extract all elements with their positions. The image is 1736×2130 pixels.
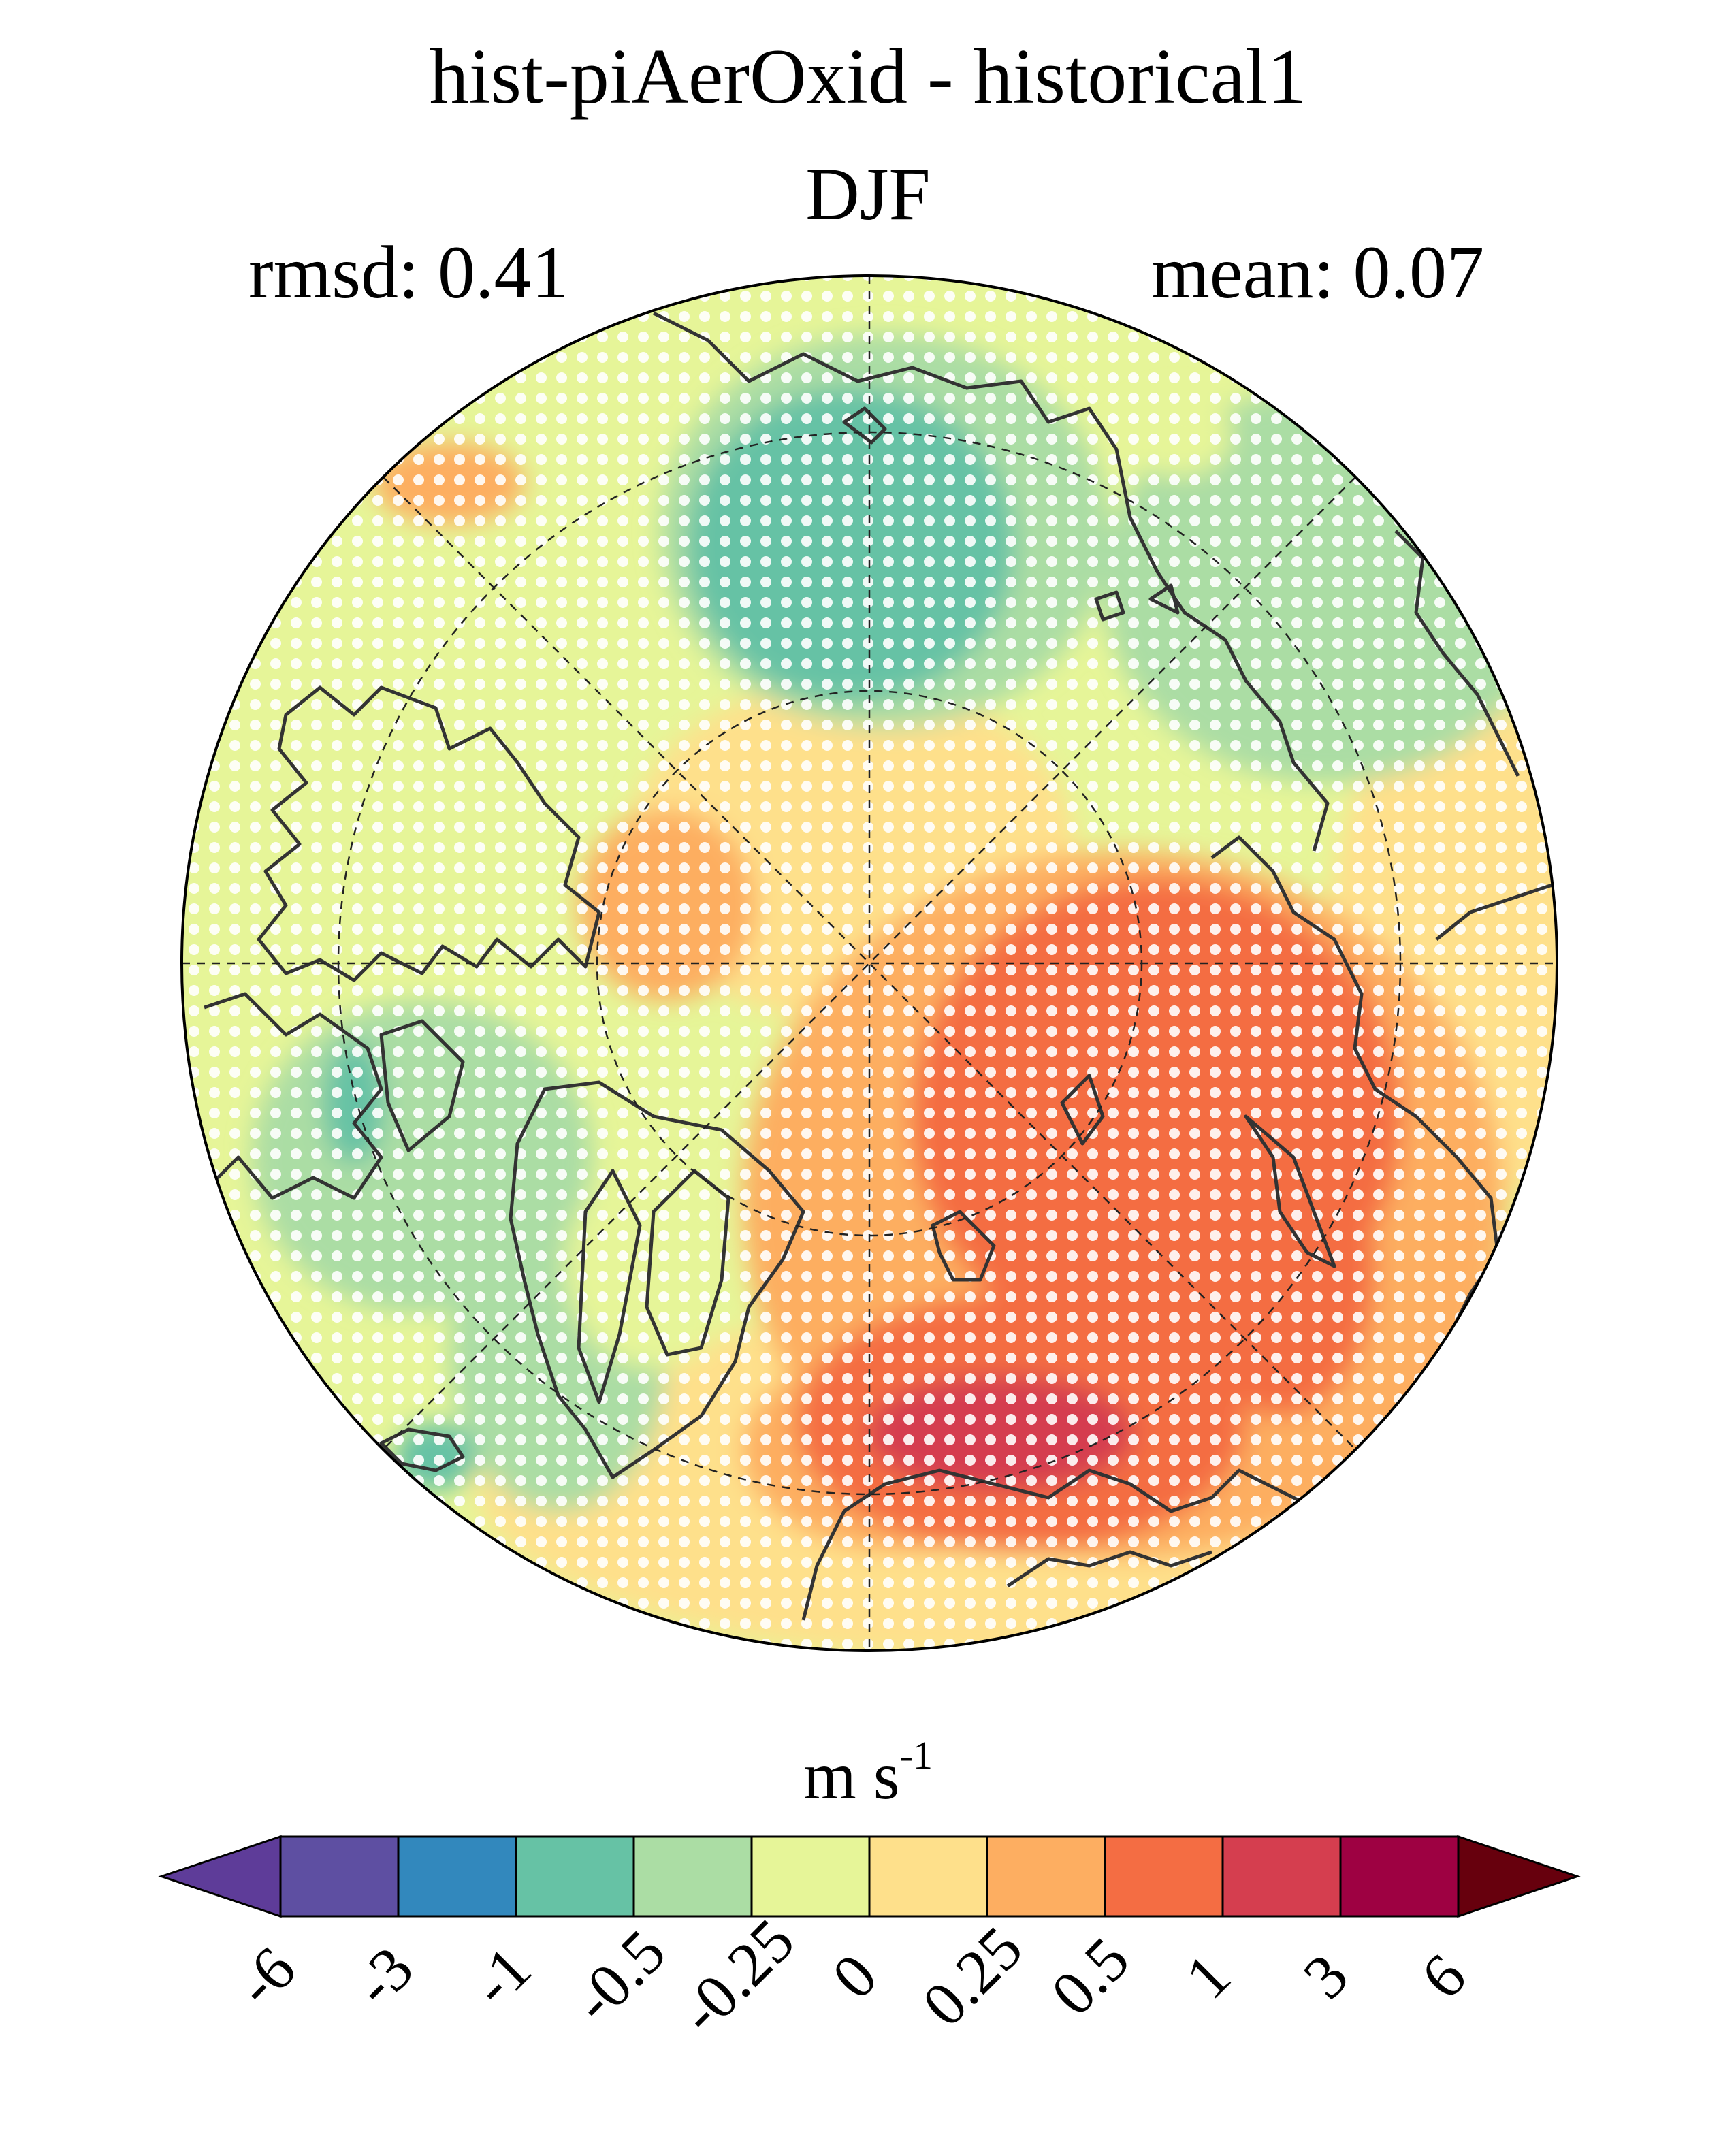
colorbar-tick-label: 3 xyxy=(1290,1941,1362,2012)
coastline-novaya-zemlya xyxy=(1060,1074,1105,1146)
coastline-greenland-ridge xyxy=(577,1169,642,1404)
colorbar-tick-label: 0 xyxy=(819,1941,890,2012)
colorbar-extend-low xyxy=(158,1835,282,1918)
coastline-bering-islands xyxy=(842,406,1180,622)
coastline-kamchatka xyxy=(1394,530,1520,777)
map-border xyxy=(180,274,1558,1652)
colorbar-segment xyxy=(1339,1835,1460,1918)
units-exponent: -1 xyxy=(899,1733,933,1777)
coastline-svalbard xyxy=(931,1210,996,1282)
colorbar-tick-label: 0.5 xyxy=(1038,1924,1142,2028)
colorbar-segment xyxy=(279,1835,400,1918)
colorbar-tick-label: 6 xyxy=(1408,1941,1479,2012)
units-base: m s xyxy=(803,1738,900,1813)
colorbar-segment xyxy=(632,1835,753,1918)
coastline-greenland xyxy=(509,1080,805,1479)
colorbar-segment xyxy=(397,1835,517,1918)
colorbar-tick-label: -0.5 xyxy=(560,1917,679,2036)
coastline-taimyr xyxy=(1244,1114,1336,1268)
season-label: DJF xyxy=(805,152,931,236)
meridian-45-225 xyxy=(383,477,1356,1450)
coastline-hudson-bay xyxy=(379,1019,465,1152)
coastline-canada-mainland xyxy=(204,992,383,1200)
graticule xyxy=(182,276,1557,1651)
colorbar-segment xyxy=(750,1835,871,1918)
colorbar-segment xyxy=(868,1835,988,1918)
coastline-greenland-interior xyxy=(645,1169,730,1357)
coastline-alaska xyxy=(652,311,1330,852)
coastline-iceland xyxy=(379,1427,465,1472)
colorbar-tick-label: -3 xyxy=(340,1933,426,2019)
rmsd-label: rmsd: 0.41 xyxy=(248,231,569,314)
colorbar-tick-label: -1 xyxy=(458,1933,544,2019)
colorbar-segment xyxy=(986,1835,1106,1918)
mean-label: mean: 0.07 xyxy=(1151,231,1484,314)
polar-map xyxy=(180,274,1558,1652)
colorbar-units: m s-1 xyxy=(0,1736,1736,1810)
colorbar-segment xyxy=(1221,1835,1342,1918)
coastline-east-asia xyxy=(1435,883,1553,941)
colorbar-tick-label: -6 xyxy=(223,1933,308,2019)
map-title: hist-piAerOxid - historical1 xyxy=(429,33,1307,120)
coastline-canadian-archipelago xyxy=(257,685,601,982)
meridian-135-315 xyxy=(383,477,1356,1450)
colorbar-tick-label: -0.25 xyxy=(666,1905,807,2047)
colorbar-segment xyxy=(515,1835,635,1918)
colorbar-segment xyxy=(1104,1835,1224,1918)
colorbar-extend-high xyxy=(1457,1835,1581,1918)
coastline-scandinavia xyxy=(801,1468,1363,1621)
coastline-europe-north xyxy=(1006,1550,1212,1588)
colorbar-tick-label: 1 xyxy=(1172,1941,1244,2012)
colorbar-tick-label: 0.25 xyxy=(909,1913,1035,2039)
